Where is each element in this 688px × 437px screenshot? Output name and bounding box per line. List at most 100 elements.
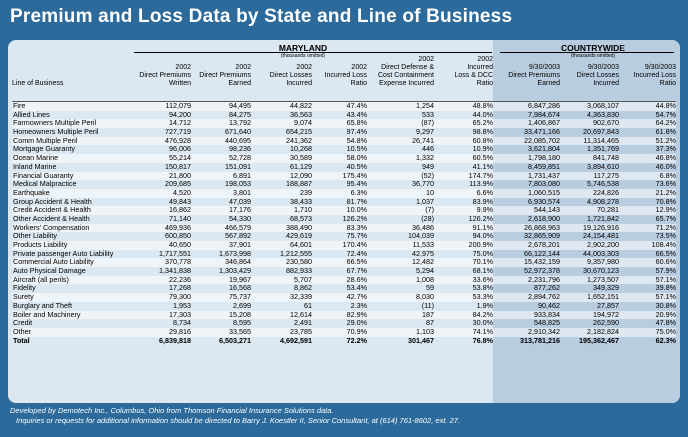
table-row: Auto Physical Damage 1,341,838 1,303,429 88… [12,266,676,276]
table-cell: 187 [422,309,434,319]
column-header-line: Written [168,80,191,87]
table-cell: 68.1% [472,266,493,276]
table-cell: 61.8% [655,127,676,137]
row-label: Burglary and Theft [13,300,72,310]
table-cell: 654,215 [286,127,312,137]
column-header-line [192,56,251,64]
table-cell: 3,801 [233,187,251,197]
table-cell: 29,816 [169,326,191,336]
table-cell: 57.1% [655,274,676,284]
table-cell: 26,868,963 [524,222,560,232]
table-cell: 53.8% [472,283,493,293]
table-cell: 19,126,916 [583,222,619,232]
table-cell: 73.5% [655,231,676,241]
table-cell: 19,967 [229,274,251,284]
table-cell: 1.9% [476,300,493,310]
table-cell: 466,579 [225,222,251,232]
table-cell: 83.9% [472,196,493,206]
table-cell: 33.6% [472,274,493,284]
table-cell: 72.2% [346,335,367,345]
table-row: Group Accident & Health 49,843 47,039 38,43… [12,196,676,207]
table-cell: 74.1% [472,326,493,336]
column-header-line [622,56,676,64]
column-header-line: Line of Business [12,80,64,87]
table-row: Private passenger Auto Liability 1,717,55… [12,248,676,259]
column-header-line: Direct Premiums [508,72,560,79]
column-header-line [561,56,619,64]
header-divider [12,101,676,102]
table-cell: 83.3% [346,222,367,232]
table-cell: 47.8% [655,318,676,328]
table-cell: 57.1% [655,292,676,302]
table-cell: 36,563 [290,109,312,119]
column-header-line: Incurred Loss [633,72,676,79]
table-cell: 548,825 [534,318,560,328]
table-cell: 96,006 [169,144,191,154]
table-cell: 71.2% [655,222,676,232]
table-cell: 117,275 [593,170,619,180]
table-cell: (87) [421,118,434,128]
table-cell: 30,670,123 [583,266,619,276]
table-cell: 1,953 [173,300,191,310]
table-cell: 108.4% [651,240,676,249]
table-cell: 224,826 [593,187,619,197]
table-cell: 2,491 [294,318,312,328]
table-cell: 6,930,574 [528,196,560,206]
table-cell: 98,236 [229,144,251,154]
table-cell: 28.6% [346,274,367,284]
column-header-line: Direct Losses [269,72,312,79]
table-cell: 239 [300,187,312,197]
table-cell: 75.0% [655,326,676,336]
table-cell: 43.4% [346,109,367,119]
table-cell: 16,568 [229,283,251,293]
table-cell: 12,614 [290,309,312,319]
column-header-line: Direct Premiums [139,72,191,79]
table-cell: 21,800 [169,170,191,180]
column-header-line: Ratio [350,80,367,87]
table-cell: 2.3% [350,300,367,310]
row-label: Medical Malpractice [13,179,77,189]
row-label: Financial Guaranty [13,170,74,180]
column-header-0: Line of Business [12,56,132,98]
row-label: Credit [13,318,33,328]
table-row: Other Liability 600,850 567,892 429,619 75.7… [12,232,676,241]
table-cell: 76.8% [472,335,493,345]
row-label: Other [13,326,31,336]
table-cell: 60.5% [472,153,493,163]
column-header-4: 2002 Incurred Loss Ratio [316,56,367,98]
table-row: Financial Guaranty 21,800 6,891 12,090 175.4… [12,170,676,181]
countrywide-label: COUNTRYWIDE [561,43,625,53]
table-cell: 533 [422,109,434,119]
table-cell: 36,770 [412,179,434,189]
table-cell: 6,847,286 [528,101,560,110]
table-row: Inland Marine 150,817 151,091 61,129 40.5% 94… [12,161,676,172]
table-cell: 671,640 [225,127,251,137]
table-row: Aircraft (all perils) 22,236 19,967 5,707 28… [12,274,676,285]
countrywide-units: (thousands omitted) [570,53,616,59]
table-cell: 75,737 [229,292,251,302]
table-cell: 1,351,769 [587,144,619,154]
column-header-6: 2002 Incurred Loss & DCC Ratio [436,56,493,98]
table-cell: 209,685 [165,179,191,189]
table-cell: 2,699 [233,300,251,310]
column-header-line: Expense Incurred [379,80,434,87]
table-cell: 1,037 [416,196,434,206]
table-cell: 446 [422,144,434,154]
row-label: Workers' Compensation [13,222,90,232]
table-cell: 10.5% [346,144,367,154]
table-row: Commercial Auto Liability 370,778 346,864 2… [12,258,676,268]
table-cell: 52,972,378 [524,266,560,276]
footer-note: Developed by Demotech Inc., Columbus, Oh… [10,406,460,426]
table-cell: 7,803,080 [528,179,560,189]
table-cell: 57.9% [655,266,676,276]
table-cell: 21.2% [655,187,676,197]
table-cell: 68,573 [290,213,312,223]
page-title: Premium and Loss Data by State and Line … [10,6,513,27]
row-label: Inland Marine [13,161,57,171]
footer-contact: Inquiries or requests for additional inf… [16,416,460,425]
table-row: Fire 112,079 94,495 44,822 47.4% 1,254 48.8% 6,… [12,101,676,111]
table-cell: 84.2% [472,309,493,319]
column-header-line [12,64,132,72]
table-cell: 1,212,555 [280,248,312,258]
countrywide-section-background [493,40,680,403]
